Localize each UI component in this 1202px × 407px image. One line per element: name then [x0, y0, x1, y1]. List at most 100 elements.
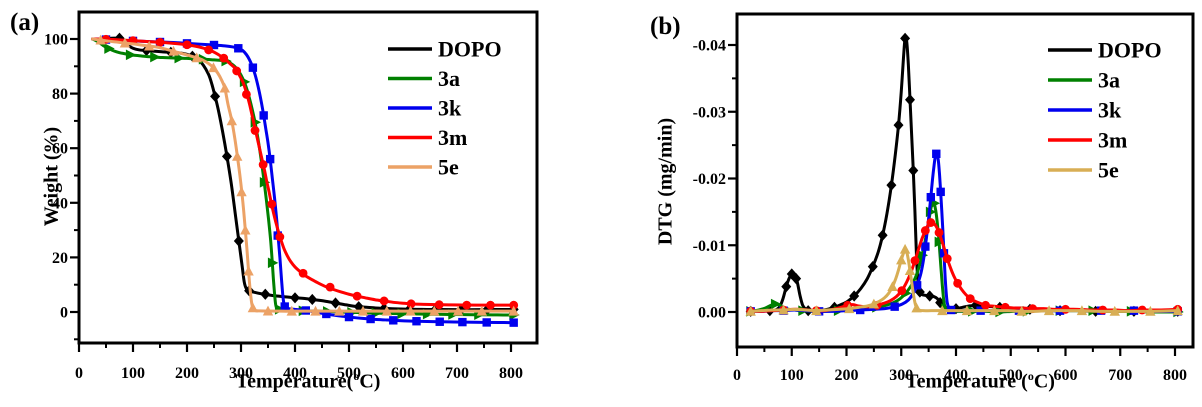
tick-label: 800	[1163, 367, 1187, 384]
square-marker	[921, 242, 930, 251]
triangle-up-marker	[310, 305, 321, 316]
legend-label: 5e	[1098, 158, 1119, 183]
tick-label: 0	[75, 365, 83, 382]
circle-marker	[965, 294, 975, 304]
circle-marker	[219, 53, 229, 63]
triangle-up-marker	[844, 303, 855, 314]
tick-label: -0.03	[693, 104, 726, 121]
triangle-up-marker	[240, 224, 251, 235]
panel-b-label: (b)	[650, 13, 681, 40]
triangle-up-marker	[247, 302, 259, 313]
triangle-up-marker	[334, 305, 345, 316]
tick-label: -0.02	[693, 171, 726, 188]
triangle-up-marker	[508, 305, 519, 316]
triangle-up-marker	[286, 305, 297, 316]
legend-entry-3a: 3a	[1048, 68, 1120, 93]
triangle-up-marker	[911, 302, 922, 313]
tick-label: 0	[733, 367, 741, 384]
circle-marker	[325, 282, 335, 292]
legend-entry-5e: 5e	[388, 155, 459, 180]
tick-label: 500	[337, 365, 361, 382]
diamond-marker	[781, 281, 792, 293]
legend-label: 5e	[438, 155, 459, 180]
square-marker	[366, 314, 375, 324]
tick-label: 100	[44, 32, 68, 49]
tick-label: 800	[499, 365, 523, 382]
square-marker	[890, 302, 899, 311]
triangle-up-marker	[904, 265, 916, 276]
legend-entry-3a: 3a	[388, 66, 460, 91]
plot-frame	[735, 12, 1195, 349]
diamond-marker	[210, 90, 221, 102]
legend-entry-DOPO: DOPO	[1048, 38, 1162, 63]
dtg-x-axis-degree-sup: o	[1027, 369, 1034, 383]
legend-entry-3k: 3k	[388, 96, 462, 121]
triangle-up-marker	[989, 305, 1000, 316]
plot-frame	[77, 10, 539, 345]
tick-label: 200	[835, 367, 859, 384]
panel-a-label: (a)	[10, 9, 40, 36]
triangle-up-marker	[381, 305, 392, 316]
legend-label: 3m	[1098, 128, 1127, 153]
triangle-up-marker	[778, 304, 789, 315]
legend-label: 3k	[1098, 98, 1122, 123]
legend-label: DOPO	[1098, 38, 1162, 63]
circle-marker	[182, 40, 192, 50]
tga-x-axis-title-unit: C)	[359, 370, 381, 393]
series-5e-line	[91, 37, 516, 313]
tick-label: 600	[391, 365, 415, 382]
legend-entry-3m: 3m	[388, 125, 467, 150]
series-5e	[745, 243, 1183, 316]
diamond-marker	[290, 292, 300, 304]
triangle-up-marker	[119, 37, 131, 48]
triangle-up-marker	[899, 243, 911, 254]
circle-marker	[462, 300, 472, 310]
circle-marker	[509, 300, 519, 310]
triangle-up-marker	[144, 40, 155, 51]
circle-marker	[155, 37, 165, 47]
series-3a-line	[749, 199, 1180, 314]
square-marker	[265, 154, 275, 164]
square-marker	[280, 302, 289, 311]
tick-label: 300	[229, 365, 253, 382]
triangle-up-marker	[357, 305, 369, 316]
tick-label: 700	[1108, 367, 1132, 384]
tick-label: 20	[52, 250, 68, 267]
legend-label: DOPO	[438, 37, 502, 62]
legend-entry-3m: 3m	[1048, 128, 1127, 153]
circle-marker	[920, 226, 930, 235]
series-3m-line	[749, 220, 1180, 313]
tick-label: 400	[283, 365, 307, 382]
triangle-up-marker	[868, 298, 880, 309]
square-marker	[389, 316, 398, 325]
diamond-marker	[482, 304, 493, 316]
tick-label: 0.00	[698, 305, 726, 322]
series-3m	[91, 34, 519, 310]
tick-label: 300	[889, 367, 913, 384]
circle-marker	[379, 296, 389, 306]
circle-marker	[934, 228, 944, 237]
diamond-marker	[935, 297, 946, 309]
legend: DOPO 3a 3k 3m 5e	[388, 37, 502, 180]
circle-marker	[352, 291, 362, 301]
triangle-up-marker	[95, 34, 106, 45]
series-5e-markers	[95, 34, 519, 316]
square-marker	[322, 309, 331, 319]
circle-marker	[242, 90, 251, 99]
triangle-up-marker	[208, 62, 219, 73]
triangle-up-marker	[219, 82, 230, 93]
triangle-up-marker	[405, 305, 416, 316]
tga-x-axis-title: Temperature(oC)	[158, 369, 458, 394]
tga-chart-canvas: 0 100 200 300 400 500 600 700 800 0 20 40 60 80 100 DOP…	[44, 10, 539, 382]
circle-marker	[275, 232, 285, 242]
diamond-marker	[233, 235, 244, 247]
legend-label: 3k	[438, 96, 462, 121]
legend-label: 3m	[438, 125, 467, 150]
circle-marker	[406, 299, 416, 309]
series-3m-markers	[746, 218, 1183, 316]
legend-label: 3a	[1098, 68, 1120, 93]
square-marker	[344, 312, 354, 322]
circle-marker	[232, 66, 242, 76]
legend-entry-DOPO: DOPO	[388, 37, 502, 62]
triangle-right-marker	[770, 298, 782, 310]
